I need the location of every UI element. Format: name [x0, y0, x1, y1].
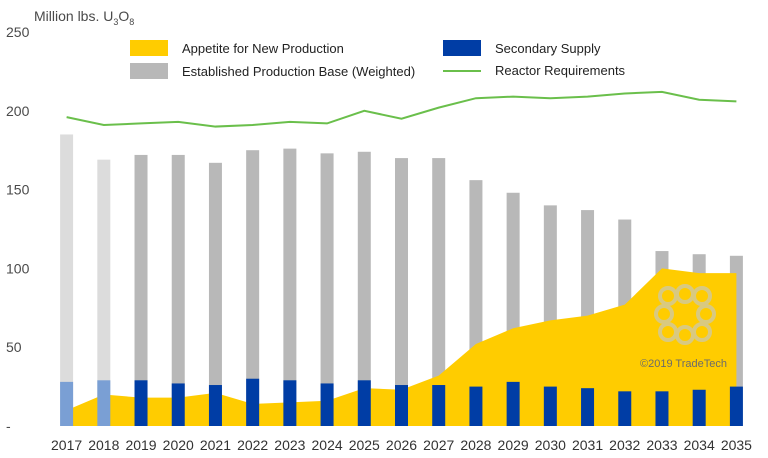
legend-item-secondary-supply: Secondary Supply: [443, 40, 601, 56]
secondary-supply-bar: [97, 380, 111, 426]
established-base-bar: [134, 154, 148, 427]
established-base-bar: [246, 150, 260, 426]
tradetech-logo-icon: [654, 284, 716, 345]
x-tick-label: 2022: [237, 437, 268, 453]
secondary-supply-bar: [395, 385, 408, 426]
appetite-area: [66, 268, 737, 426]
x-tick-label: 2031: [572, 437, 603, 453]
x-tick-label: 2028: [460, 437, 491, 453]
reactor-requirements-line: [66, 90, 737, 128]
secondary-supply-bar: [692, 389, 706, 426]
x-tick-label: 2026: [386, 437, 417, 453]
y-tick-label: 50: [6, 339, 22, 355]
x-tick-label: 2034: [684, 437, 715, 453]
secondary-supply-bar: [469, 386, 483, 426]
legend-label-appetite: Appetite for New Production: [182, 40, 344, 56]
established-base-bar: [283, 148, 297, 426]
x-tick-label: 2019: [125, 437, 156, 453]
y-axis-unit-label: Million lbs. U3O8: [34, 8, 135, 27]
secondary-supply-bar: [283, 380, 297, 426]
secondary-supply-bar: [171, 383, 185, 426]
x-tick-label: 2027: [423, 437, 454, 453]
x-tick-label: 2033: [646, 437, 677, 453]
legend-swatch-secondary-supply: [443, 40, 481, 56]
x-tick-label: 2032: [609, 437, 640, 453]
secondary-supply-bar: [432, 385, 446, 426]
secondary-supply-bar: [729, 386, 743, 426]
secondary-supply-bar: [618, 391, 632, 426]
y-tick-label: -: [6, 418, 11, 434]
y-tick-label: 200: [6, 103, 30, 119]
established-base-bar: [60, 134, 74, 426]
watermark-text: ©2019 TradeTech: [640, 358, 727, 370]
x-tick-label: 2018: [88, 437, 119, 453]
secondary-supply-bar: [320, 383, 334, 426]
secondary-supply-bar: [134, 380, 148, 426]
established-base-bar: [97, 159, 111, 426]
y-tick-label: 100: [6, 260, 30, 276]
legend-item-appetite: Appetite for New Production: [130, 40, 344, 56]
established-base-bar: [357, 151, 371, 426]
secondary-supply-bar: [357, 380, 371, 426]
established-base-bar: [432, 158, 446, 426]
legend-label-secondary-supply: Secondary Supply: [495, 40, 601, 56]
x-tick-label: 2017: [51, 437, 82, 453]
established-base-bar: [171, 154, 185, 427]
legend-item-established-base: Established Production Base (Weighted): [130, 63, 415, 79]
x-tick-label: 2035: [721, 437, 752, 453]
x-tick-label: 2023: [274, 437, 305, 453]
x-tick-label: 2029: [498, 437, 529, 453]
y-tick-label: 250: [6, 24, 30, 40]
x-tick-label: 2030: [535, 437, 566, 453]
legend-item-reactor-requirements: Reactor Requirements: [443, 63, 625, 78]
legend-label-reactor-requirements: Reactor Requirements: [495, 63, 626, 78]
legend-label-established-base: Established Production Base (Weighted): [182, 63, 416, 79]
established-base-bar: [320, 153, 334, 427]
established-base-bar: [208, 162, 222, 427]
secondary-supply-bar: [60, 381, 74, 426]
y-tick-label: 150: [6, 182, 30, 198]
secondary-supply-bar: [208, 385, 222, 426]
x-tick-label: 2025: [349, 437, 380, 453]
secondary-supply-bar: [246, 378, 260, 426]
legend-swatch-established-base: [130, 63, 168, 79]
secondary-supply-bar: [581, 388, 595, 426]
x-tick-label: 2024: [312, 437, 343, 453]
x-tick-label: 2021: [200, 437, 231, 453]
x-tick-label: 2020: [163, 437, 194, 453]
secondary-supply-bar: [543, 386, 557, 426]
secondary-supply-bar: [506, 381, 520, 426]
legend-swatch-reactor-requirements: [443, 69, 481, 72]
legend-swatch-appetite: [130, 40, 168, 56]
established-base-bar: [395, 158, 408, 426]
secondary-supply-bar: [655, 391, 669, 426]
